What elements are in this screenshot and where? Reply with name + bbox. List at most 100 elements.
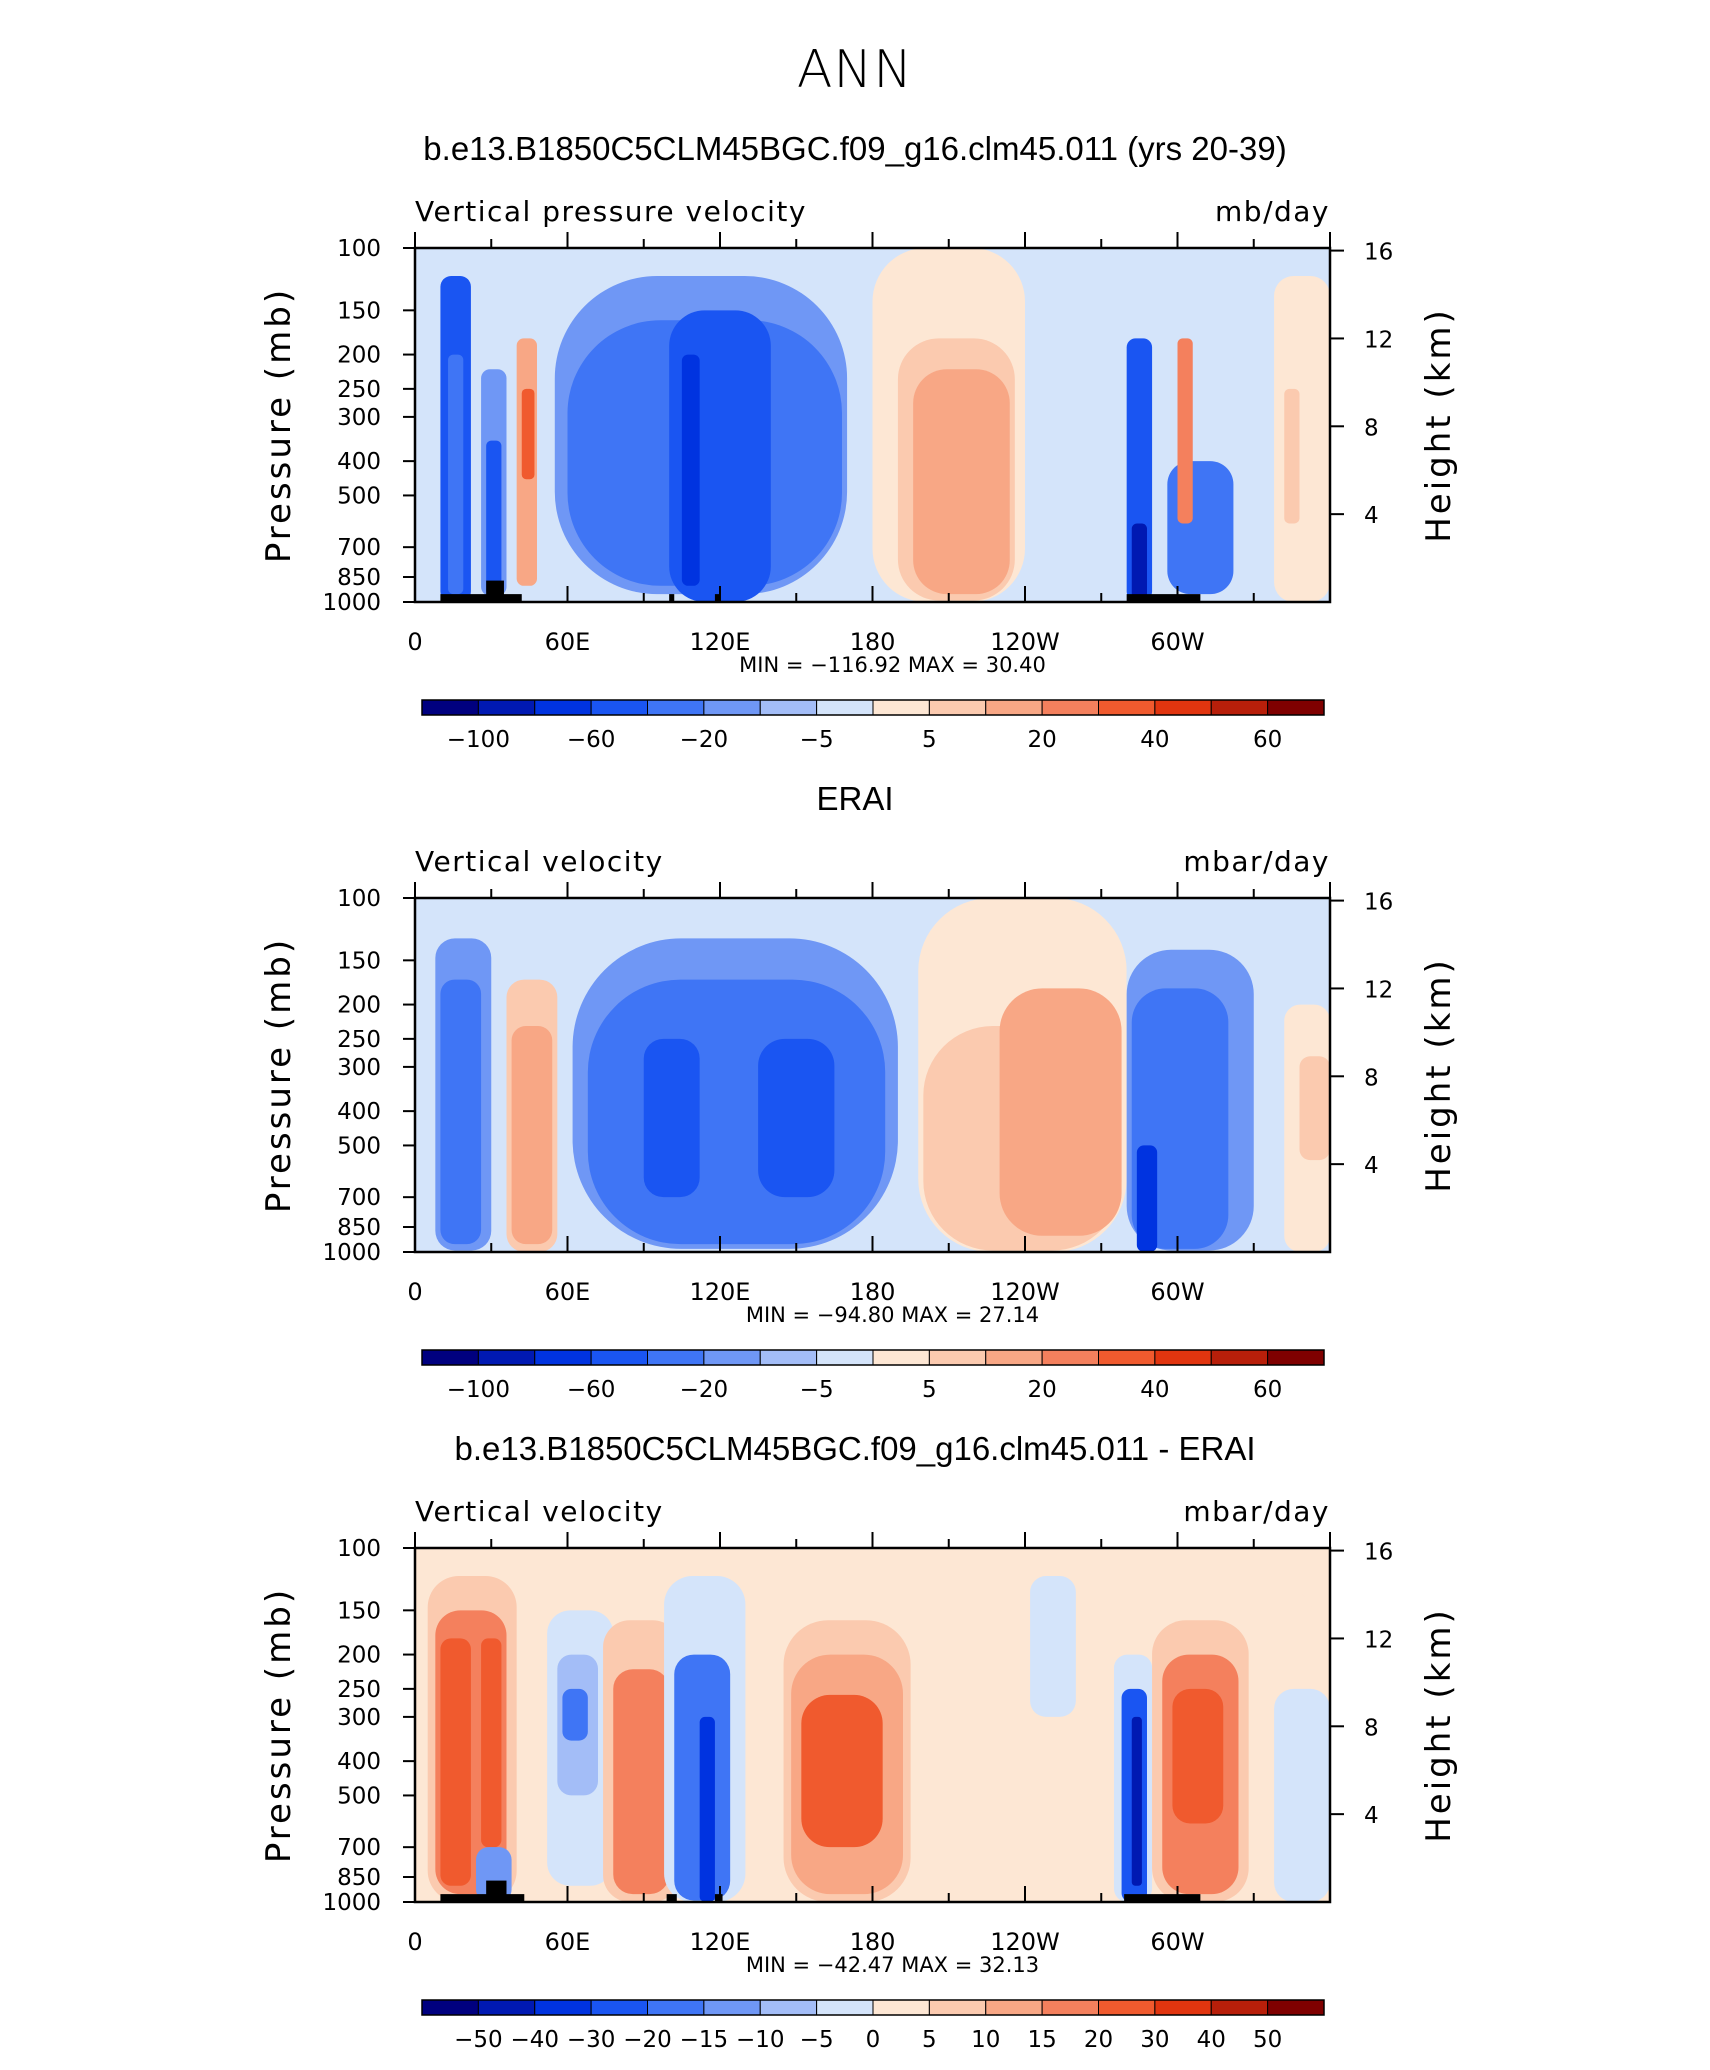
colorbar-box <box>590 699 648 716</box>
contour-field <box>415 248 1330 602</box>
y-tick-label: 500 <box>337 1783 381 1809</box>
colorbar-box <box>928 1349 987 1366</box>
colorbar-box <box>872 1999 930 2016</box>
topography-mask <box>714 1894 723 1902</box>
contour-region <box>613 1669 670 1895</box>
y2-tick-label: 12 <box>1364 1627 1393 1653</box>
colorbar-box <box>1210 1349 1269 1366</box>
units-label: mbar/day <box>1183 1495 1330 1528</box>
y-tick-label: 850 <box>337 565 381 591</box>
colorbar-box <box>703 1349 761 1366</box>
colorbar-box <box>985 699 1043 716</box>
x-tick-label: 0 <box>407 1278 422 1306</box>
colorbar-box <box>816 1349 874 1366</box>
y-tick-label: 100 <box>337 236 381 262</box>
colorbar-box <box>759 699 818 716</box>
variable-label: Vertical velocity <box>415 1495 664 1528</box>
x-tick-label: 120E <box>690 1278 751 1306</box>
x-tick-label: 120W <box>990 1278 1060 1306</box>
colorbar-box <box>477 1349 536 1366</box>
y-tick-label: 700 <box>337 1835 381 1861</box>
colorbar-label: 40 <box>1197 2027 1226 2053</box>
colorbar-box <box>1154 1349 1212 1366</box>
x-tick-label: 60W <box>1150 1278 1204 1306</box>
colorbar-box <box>1267 1349 1325 1366</box>
y-tick-label: 400 <box>337 1099 381 1125</box>
contour-region <box>1131 523 1147 602</box>
colorbar-box <box>647 699 705 716</box>
contour-region <box>440 1638 471 1886</box>
x-tick-label: 60E <box>545 1928 591 1956</box>
colorbar-label: 40 <box>1140 1377 1169 1403</box>
colorbar-label: −10 <box>736 2027 785 2053</box>
colorbar-label: 5 <box>922 1377 937 1403</box>
x-tick-label: 180 <box>850 1278 896 1306</box>
y2-tick-label: 8 <box>1364 1715 1379 1741</box>
min-max-stats: MIN = −94.80 MAX = 27.14 <box>746 1303 1039 1327</box>
colorbar-label: 20 <box>1084 2027 1113 2053</box>
colorbar-box <box>1098 699 1156 716</box>
topography-mask <box>486 580 504 602</box>
colorbar-box <box>421 1999 479 2016</box>
difference-chart: 0 60E 120E 180 120W 60W1001502002503004005007… <box>259 1495 1459 2053</box>
panel-difference: b.e13.B1850C5CLM45BGC.f09_g16.clm45.011 … <box>0 1430 1710 2070</box>
colorbar-label: 20 <box>1027 1377 1056 1403</box>
y-tick-label: 1000 <box>322 1240 381 1266</box>
y-tick-label: 700 <box>337 535 381 561</box>
topography-mask <box>486 1880 507 1902</box>
y2-tick-label: 8 <box>1364 1065 1379 1091</box>
colorbar-frame <box>421 699 1325 716</box>
y-tick-label: 150 <box>337 948 381 974</box>
topography-mask <box>666 1894 677 1902</box>
x-tick-label: 0 <box>407 628 422 656</box>
colorbar-box <box>816 699 874 716</box>
colorbar-label: −100 <box>447 727 510 753</box>
colorbar-box <box>759 1999 818 2016</box>
contour-region <box>587 979 886 1245</box>
colorbar-box <box>1210 1999 1269 2016</box>
colorbar-box <box>703 699 761 716</box>
y-tick-label: 250 <box>337 377 381 403</box>
y-tick-label: 200 <box>337 993 381 1019</box>
colorbar-label: 0 <box>866 2027 881 2053</box>
colorbar-box <box>477 699 536 716</box>
contour-region <box>999 988 1122 1236</box>
colorbar-box <box>872 1349 930 1366</box>
contour-region <box>643 1038 700 1198</box>
x-tick-label: 60W <box>1150 1928 1204 1956</box>
contour-region <box>425 310 436 602</box>
colorbar-label: 30 <box>1140 2027 1169 2053</box>
x-tick-label: 60E <box>545 1278 591 1306</box>
colorbar-label: 50 <box>1253 2027 1282 2053</box>
colorbar-box <box>816 1999 874 2016</box>
panel-erai: ERAI 0 60E 120E 180 120W 60W 100 150 200 250 300 40… <box>0 780 1710 1420</box>
y-tick-label: 150 <box>337 298 381 324</box>
y2-axis-title: Height (km) <box>1419 1607 1459 1843</box>
y2-tick-label: 8 <box>1364 415 1379 441</box>
colorbar-box <box>421 1349 479 1366</box>
colorbar-frame <box>421 1999 1325 2016</box>
colorbar-box <box>1098 1999 1156 2016</box>
x-tick-label: 120W <box>990 1928 1060 1956</box>
contour-region <box>1177 338 1193 524</box>
topography-mask <box>714 594 720 602</box>
contour-region <box>758 1038 835 1198</box>
y-tick-label: 250 <box>337 1027 381 1053</box>
colorbar-box <box>872 699 930 716</box>
colorbar-label: −30 <box>567 2027 616 2053</box>
colorbar-box <box>985 1999 1043 2016</box>
y-axis-title: Pressure (mb) <box>259 937 299 1213</box>
y-tick-label: 200 <box>337 343 381 369</box>
colorbar-label: 60 <box>1253 727 1282 753</box>
colorbar-box <box>703 1999 761 2016</box>
y2-tick-label: 4 <box>1364 1153 1379 1179</box>
contour-region <box>1274 276 1330 602</box>
panel-title: b.e13.B1850C5CLM45BGC.f09_g16.clm45.011 … <box>423 130 1287 167</box>
contour-region <box>440 979 482 1245</box>
units-label: mb/day <box>1215 195 1330 228</box>
y2-tick-label: 12 <box>1364 977 1393 1003</box>
contour-region <box>511 1026 553 1245</box>
colorbar-box <box>534 699 592 716</box>
min-max-stats: MIN = −116.92 MAX = 30.40 <box>739 653 1046 677</box>
